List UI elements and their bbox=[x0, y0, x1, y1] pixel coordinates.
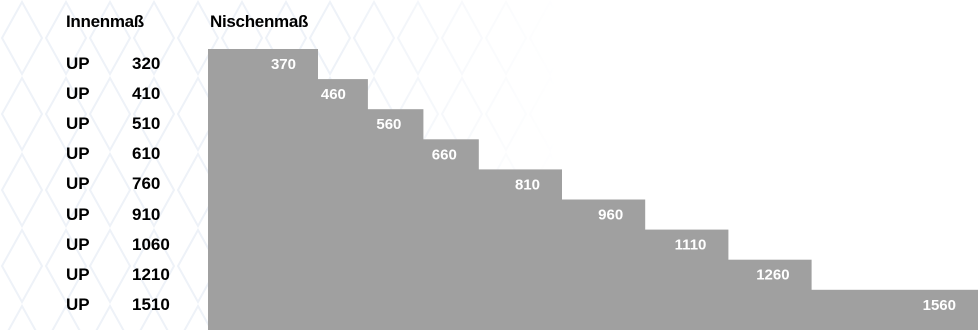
niche-value-label: 660 bbox=[432, 146, 457, 163]
inner-dimension-value: 1210 bbox=[132, 264, 170, 284]
niche-value-label: 1260 bbox=[756, 267, 789, 284]
niche-value-label: 1560 bbox=[923, 297, 956, 314]
table-row: UP 1510 bbox=[0, 290, 200, 320]
table-row: UP 760 bbox=[0, 169, 200, 199]
inner-dimension-value: 410 bbox=[132, 84, 161, 104]
table-row: UP 1060 bbox=[0, 230, 200, 260]
table-row: UP 510 bbox=[0, 109, 200, 139]
row-type-label: UP bbox=[66, 114, 90, 134]
niche-value-label: 1110 bbox=[675, 237, 707, 254]
header-niche-dimension: Nischenmaß bbox=[210, 12, 309, 31]
niche-value-label: 560 bbox=[376, 116, 401, 133]
row-type-label: UP bbox=[66, 264, 90, 284]
row-type-label: UP bbox=[66, 54, 90, 73]
table-row: UP 610 bbox=[0, 139, 200, 169]
inner-dimension-value: 910 bbox=[132, 204, 161, 224]
niche-value-label: 960 bbox=[598, 207, 623, 224]
inner-dimension-value: 1510 bbox=[132, 294, 170, 314]
row-type-label: UP bbox=[66, 144, 90, 164]
row-type-label: UP bbox=[66, 204, 90, 224]
inner-dimension-value: 320 bbox=[132, 54, 161, 73]
niche-value-label: 460 bbox=[321, 86, 346, 103]
inner-dimension-value: 760 bbox=[132, 174, 161, 194]
row-type-label: UP bbox=[66, 84, 90, 104]
table-row: UP 910 bbox=[0, 200, 200, 230]
row-type-label: UP bbox=[66, 174, 90, 194]
table-row: UP 320 bbox=[0, 49, 200, 79]
inner-dimension-value: 510 bbox=[132, 114, 161, 134]
inner-dimension-value: 610 bbox=[132, 144, 161, 164]
table-row: UP 1210 bbox=[0, 260, 200, 290]
row-type-label: UP bbox=[66, 294, 90, 314]
inner-dimension-value: 1060 bbox=[132, 234, 170, 254]
niche-value-label: 370 bbox=[271, 56, 296, 73]
niche-bar bbox=[208, 289, 978, 330]
header-inner-dimension: Innenmaß bbox=[66, 12, 144, 31]
row-type-label: UP bbox=[66, 234, 90, 254]
niche-value-label: 810 bbox=[515, 176, 540, 193]
table-row: UP 410 bbox=[0, 79, 200, 109]
